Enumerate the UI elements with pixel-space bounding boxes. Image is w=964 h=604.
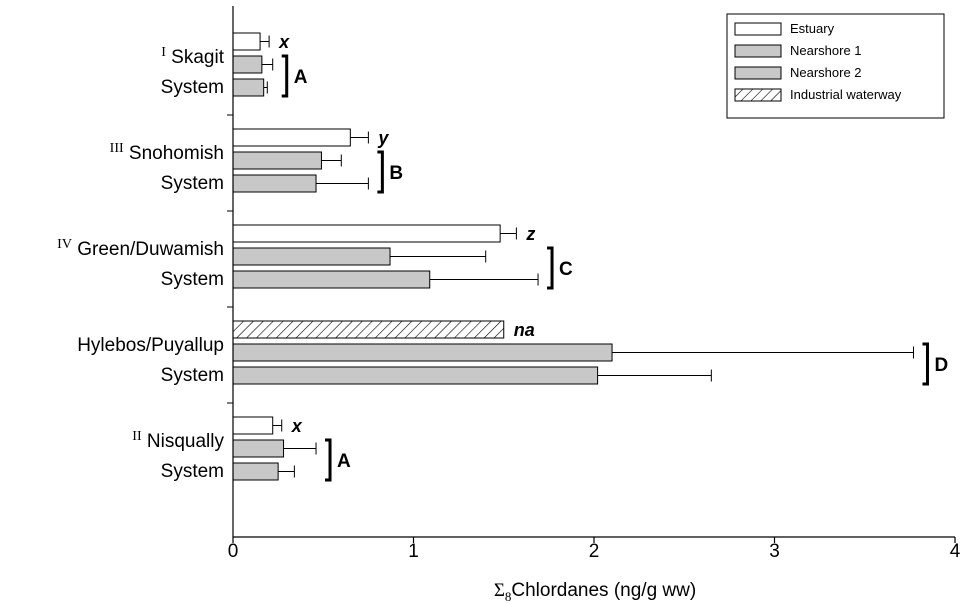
x-axis-ticks: 0 1 2 3 4 (228, 537, 961, 562)
legend-label-estuary: Estuary (790, 21, 835, 36)
category-sublabel-hylebos-puyallup: System (161, 365, 224, 386)
bar-nisqually-nearshore-1 (232, 439, 285, 458)
group-bracket-nisqually (325, 438, 332, 482)
bar-hylebos-puyallup-nearshore-2 (232, 366, 599, 385)
legend-item-industrial-waterway: Industrial waterway (734, 87, 902, 102)
significance-letter-snohomish: y (377, 128, 389, 148)
legend-item-nearshore-1: Nearshore 1 (734, 43, 862, 58)
legend-swatch-nearshore-2 (734, 66, 782, 80)
legend-item-estuary: Estuary (734, 21, 835, 36)
bar-nisqually-estuary (232, 416, 274, 435)
group-bracket-snohomish (377, 150, 384, 194)
legend-label-nearshore-1: Nearshore 1 (790, 43, 862, 58)
category-sublabel-nisqually: System (161, 461, 224, 482)
bar-skagit-nearshore-2 (232, 78, 265, 97)
group-letter-hylebos-puyallup: D (934, 355, 948, 376)
x-tick-label-4: 4 (950, 541, 961, 562)
group-letter-green-duwamish: C (559, 259, 573, 280)
legend-item-nearshore-2: Nearshore 2 (734, 65, 862, 80)
x-axis-title: Σ8Chlordanes (ng/g ww) (494, 580, 696, 604)
category-label-hylebos-puyallup: Hylebos/Puyallup (77, 335, 224, 356)
bar-snohomish-nearshore-1 (232, 151, 322, 170)
group-letter-nisqually: A (337, 451, 351, 472)
group-letter-snohomish: B (389, 163, 403, 184)
x-tick-label-0: 0 (228, 541, 239, 562)
legend-swatch-industrial-waterway (734, 88, 782, 102)
bar-skagit-nearshore-1 (232, 55, 263, 74)
category-label-skagit: I Skagit (161, 45, 224, 68)
category-label-nisqually: II Nisqually (132, 429, 224, 452)
bar-green-duwamish-nearshore-2 (232, 270, 431, 289)
group-bracket-skagit (281, 54, 289, 98)
bar-hylebos-puyallup-industrial-waterway (232, 320, 505, 339)
category-label-snohomish: III Snohomish (110, 141, 224, 164)
bars-layer (232, 32, 914, 481)
bar-green-duwamish-nearshore-1 (232, 247, 391, 266)
significance-letter-nisqually: x (291, 416, 303, 436)
legend-swatch-nearshore-1 (734, 44, 782, 58)
category-sublabel-skagit: System (161, 77, 224, 98)
x-tick-label-1: 1 (408, 541, 419, 562)
category-sublabel-green-duwamish: System (161, 269, 224, 290)
legend-swatch-estuary (734, 22, 782, 36)
group-letter-skagit: A (294, 67, 308, 88)
category-label-green-duwamish: IV Green/Duwamish (57, 237, 224, 260)
group-bracket-hylebos-puyallup (922, 342, 929, 386)
category-sublabel-snohomish: System (161, 173, 224, 194)
bar-snohomish-nearshore-2 (232, 174, 317, 193)
bar-skagit-estuary (232, 32, 261, 51)
bar-nisqually-nearshore-2 (232, 462, 279, 481)
significance-letter-green-duwamish: z (525, 224, 535, 244)
bar-hylebos-puyallup-nearshore-1 (232, 343, 613, 362)
significance-letter-skagit: x (278, 32, 290, 52)
significance-letter-hylebos-puyallup: na (514, 320, 535, 340)
legend-label-industrial-waterway: Industrial waterway (790, 87, 902, 102)
x-tick-label-2: 2 (589, 541, 600, 562)
bar-snohomish-estuary (232, 128, 351, 147)
x-tick-label-3: 3 (769, 541, 780, 562)
group-bracket-green-duwamish (547, 246, 554, 290)
legend: Estuary Nearshore 1 Nearshore 2 Industri… (726, 13, 945, 119)
legend-label-nearshore-2: Nearshore 2 (790, 65, 862, 80)
bar-green-duwamish-estuary (232, 224, 501, 243)
